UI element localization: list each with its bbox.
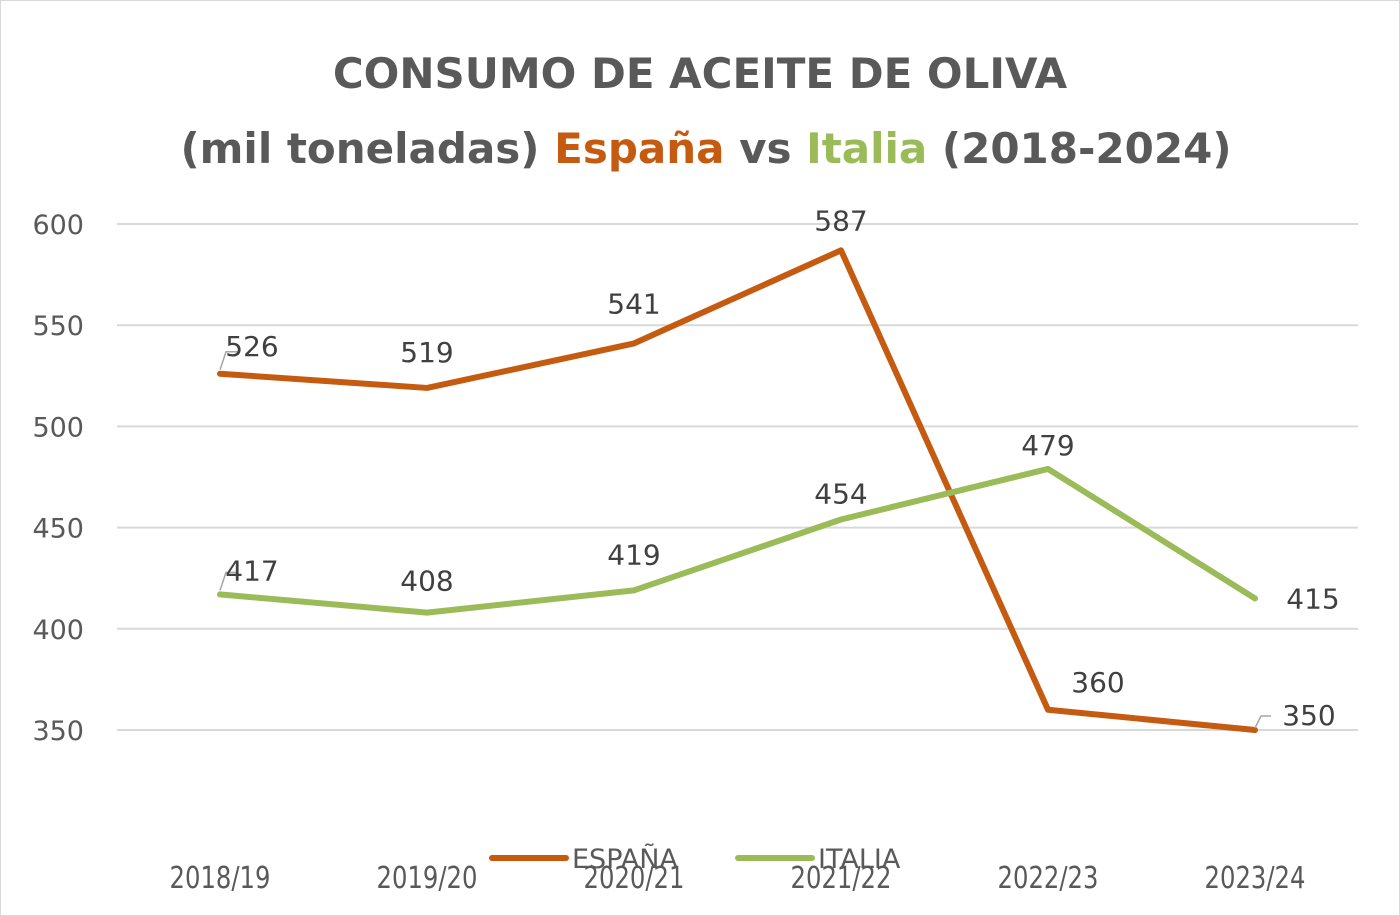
series-line-españa bbox=[217, 247, 1258, 733]
data-label-italia: 408 bbox=[400, 565, 453, 598]
y-tick-label: 400 bbox=[32, 615, 84, 646]
y-tick-label: 450 bbox=[32, 514, 84, 545]
title-vs: vs bbox=[724, 124, 806, 173]
y-tick-label: 500 bbox=[32, 412, 84, 443]
data-label-españa: 526 bbox=[225, 330, 278, 363]
data-label-españa: 350 bbox=[1282, 699, 1335, 732]
data-label-italia: 419 bbox=[607, 538, 660, 571]
title-italy: Italia bbox=[806, 124, 927, 173]
data-label-españa: 587 bbox=[814, 204, 867, 237]
label-leader-line bbox=[219, 351, 238, 371]
chart-title-line2: (mil toneladas) España vs Italia (2018-2… bbox=[180, 124, 1231, 173]
title-prefix: (mil toneladas) bbox=[180, 124, 554, 173]
title-suffix: (2018-2024) bbox=[927, 124, 1231, 173]
y-axis: 350 400 450 500 550 600 bbox=[32, 210, 84, 747]
label-leader-line bbox=[1254, 715, 1271, 729]
data-label-italia: 454 bbox=[814, 478, 867, 511]
series-group bbox=[217, 247, 1258, 733]
data-label-italia: 417 bbox=[225, 554, 278, 587]
legend-label-españa: ESPAÑA bbox=[572, 843, 678, 875]
data-label-italia: 479 bbox=[1021, 429, 1074, 462]
y-tick-label: 350 bbox=[32, 716, 84, 747]
data-label-españa: 519 bbox=[400, 336, 453, 369]
data-label-italia: 415 bbox=[1286, 582, 1339, 615]
x-axis: 2018/19 2019/20 2020/21 2021/22 2022/23 2023/… bbox=[170, 862, 1306, 896]
data-label-españa: 541 bbox=[607, 287, 660, 320]
legend: ESPAÑA ITALIA bbox=[489, 843, 901, 875]
x-tick-label: 2020/21 bbox=[584, 862, 685, 896]
series-line-italia bbox=[217, 465, 1258, 616]
label-leader-line bbox=[219, 571, 238, 591]
data-labels: 526 519 541 587 360 350 417 408 419 454 479 415 bbox=[219, 204, 1340, 732]
chart-title-line1: CONSUMO DE ACEITE DE OLIVA bbox=[333, 49, 1068, 98]
title-spain: España bbox=[554, 124, 724, 173]
data-label-españa: 360 bbox=[1071, 666, 1124, 699]
x-tick-label: 2023/24 bbox=[1205, 862, 1306, 896]
y-tick-label: 550 bbox=[32, 311, 84, 342]
gridlines bbox=[117, 223, 1358, 731]
y-tick-label: 600 bbox=[32, 210, 84, 241]
x-tick-label: 2022/23 bbox=[998, 862, 1099, 896]
x-tick-label: 2021/22 bbox=[791, 862, 892, 896]
x-tick-label: 2018/19 bbox=[170, 862, 271, 896]
legend-label-italia: ITALIA bbox=[818, 844, 901, 875]
x-tick-label: 2019/20 bbox=[377, 862, 478, 896]
